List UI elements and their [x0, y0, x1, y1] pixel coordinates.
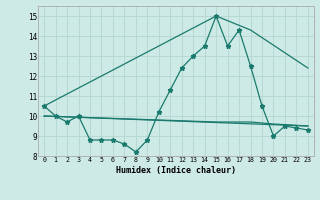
X-axis label: Humidex (Indice chaleur): Humidex (Indice chaleur) — [116, 166, 236, 175]
